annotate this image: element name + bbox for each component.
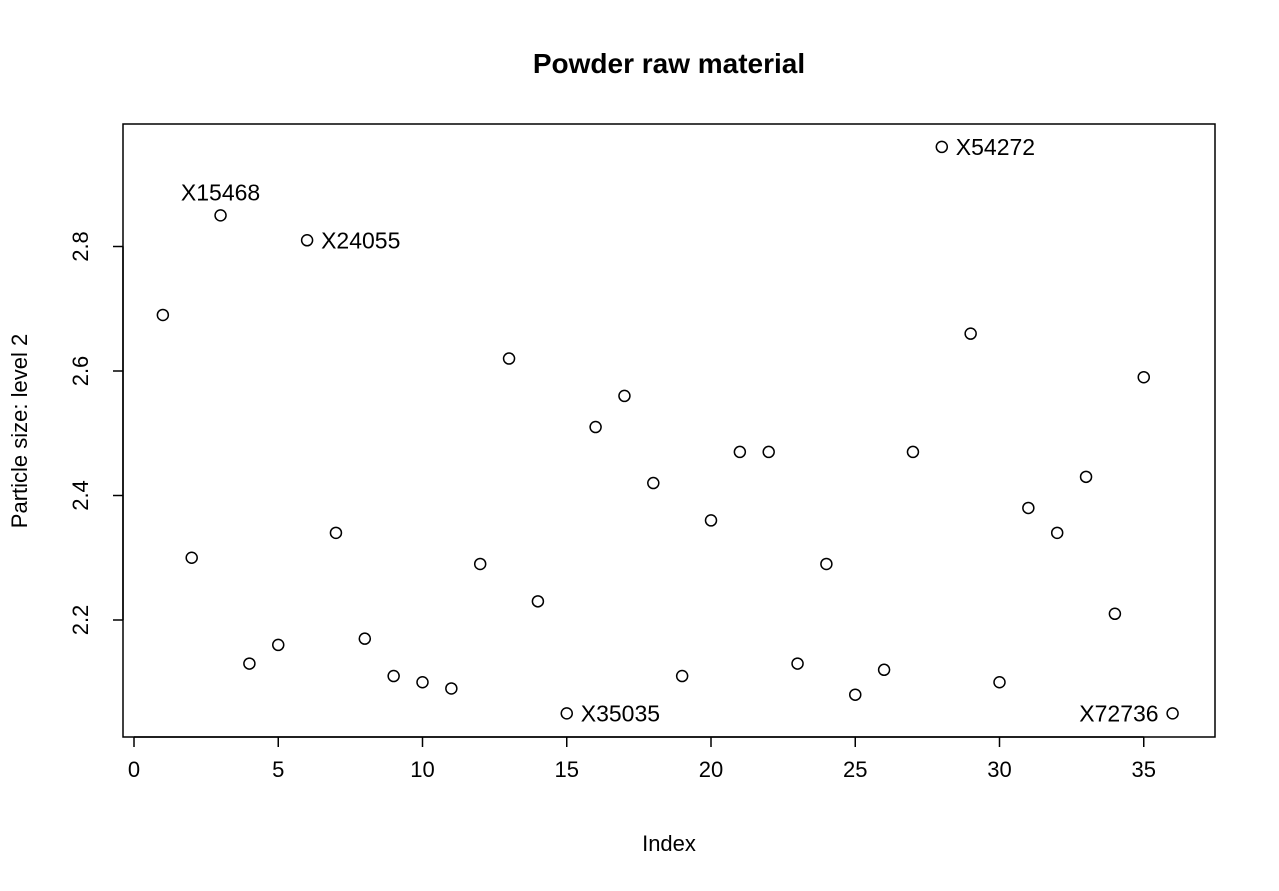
data-point — [502, 352, 516, 365]
data-point — [531, 595, 545, 608]
data-point — [387, 669, 400, 683]
x-axis: 0 5 10 15 20 25 30 35 — [128, 736, 1156, 782]
point-annotation: X35035 — [581, 700, 660, 726]
data-point — [329, 526, 343, 540]
data-point — [993, 676, 1006, 689]
plot-frame — [122, 123, 1216, 738]
data-point — [589, 420, 602, 434]
x-tick-label: 15 — [555, 757, 579, 782]
data-point — [704, 514, 718, 527]
chart-title: Powder raw material — [533, 48, 805, 79]
data-point — [618, 389, 631, 403]
data-point — [877, 663, 891, 677]
data-point — [272, 638, 285, 652]
data-point — [1022, 501, 1035, 515]
y-axis: 2.2 2.4 2.6 2.8 — [68, 231, 124, 636]
point-annotation: X72736 — [1079, 700, 1158, 726]
data-point — [762, 445, 775, 459]
data-point — [1166, 707, 1179, 720]
data-point — [647, 476, 660, 490]
data-point — [358, 632, 372, 645]
y-tick-label: 2.6 — [68, 356, 93, 387]
data-point — [820, 557, 833, 571]
x-tick-label: 20 — [699, 757, 723, 782]
data-point — [445, 682, 458, 695]
data-point — [185, 551, 198, 564]
y-tick-label: 2.8 — [68, 231, 93, 262]
x-tick-label: 35 — [1132, 757, 1156, 782]
data-point — [300, 234, 314, 247]
data-point — [964, 327, 977, 340]
data-point — [675, 669, 689, 683]
data-point — [214, 209, 227, 222]
data-point — [791, 657, 804, 670]
point-annotations: X15468 X24055 X35035 X54272 X72736 — [181, 134, 1159, 726]
data-point — [849, 688, 862, 701]
data-point — [906, 445, 920, 459]
x-tick-label: 25 — [843, 757, 867, 782]
data-point — [733, 445, 747, 459]
y-tick-label: 2.2 — [68, 605, 93, 636]
x-tick-label: 5 — [272, 757, 284, 782]
point-annotation: X24055 — [321, 227, 400, 253]
data-point — [243, 657, 256, 670]
data-point — [1137, 370, 1150, 384]
data-point — [156, 308, 170, 322]
point-annotation: X54272 — [956, 134, 1035, 160]
data-point — [560, 707, 573, 720]
x-axis-label: Index — [642, 831, 696, 856]
y-tick-label: 2.4 — [68, 480, 93, 511]
x-tick-label: 10 — [410, 757, 434, 782]
data-point — [416, 676, 429, 689]
point-annotation: X15468 — [181, 179, 260, 205]
data-point — [473, 557, 487, 571]
data-point — [935, 140, 949, 154]
data-point — [1050, 526, 1064, 540]
x-tick-label: 30 — [987, 757, 1011, 782]
data-point — [1079, 470, 1093, 484]
data-points — [156, 140, 1179, 720]
y-axis-label: Particle size: level 2 — [7, 334, 32, 528]
data-point — [1108, 607, 1122, 621]
x-tick-label: 0 — [128, 757, 140, 782]
